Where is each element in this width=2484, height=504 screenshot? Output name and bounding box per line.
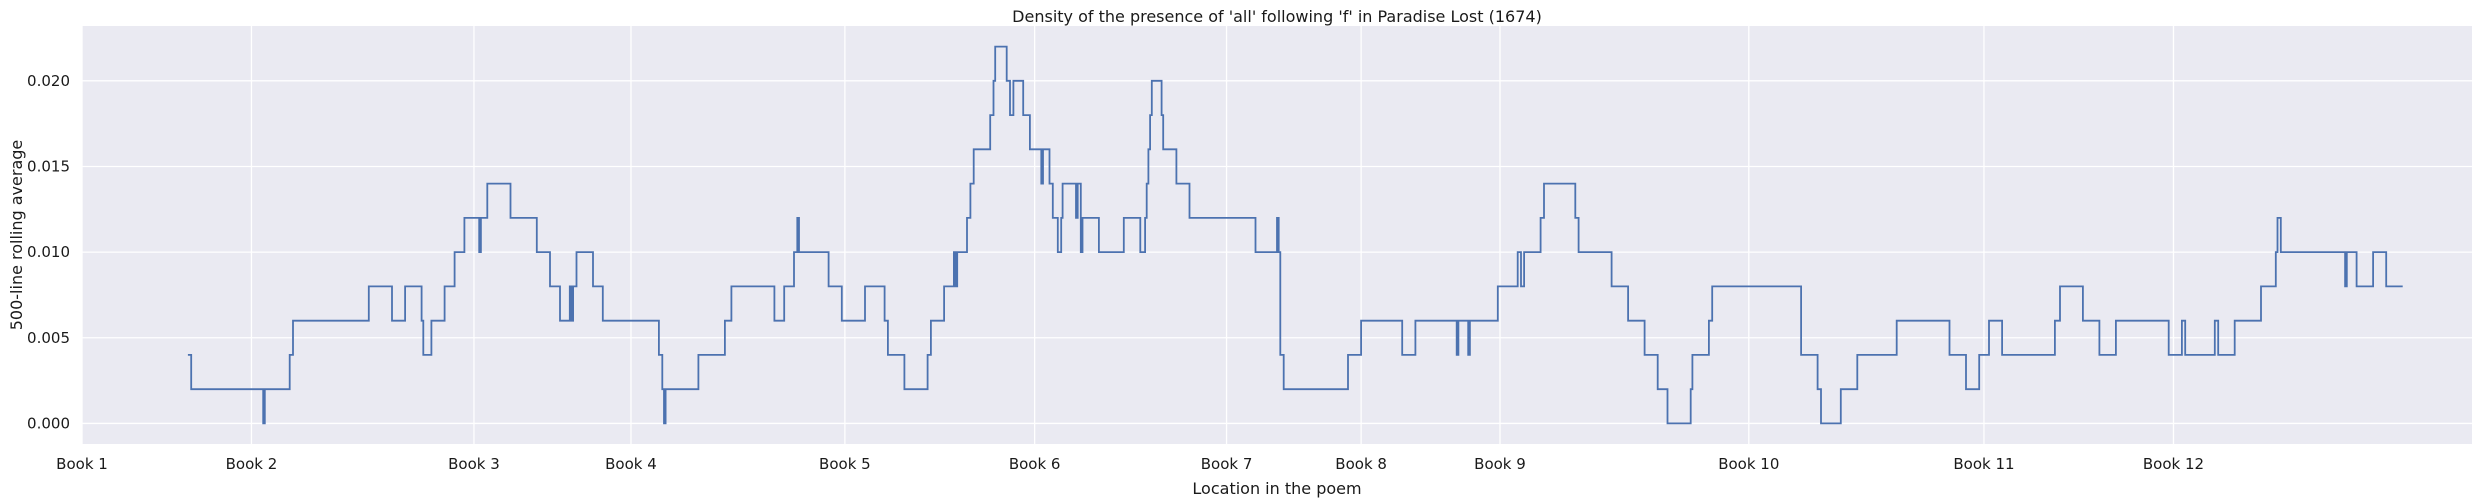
series-layer — [187, 45, 2403, 425]
x-tick-label: Book 3 — [448, 455, 500, 473]
y-tick-labels: 0.000 0.005 0.010 0.015 0.020 — [27, 72, 70, 433]
x-tick-label: Book 2 — [226, 455, 278, 473]
y-tick-label: 0.005 — [27, 329, 70, 347]
x-tick-label: Book 6 — [1009, 455, 1061, 473]
y-tick-label: 0.015 — [27, 157, 70, 175]
x-tick-label: Book 1 — [56, 455, 108, 473]
x-tick-label: Book 12 — [2143, 455, 2204, 473]
x-tick-labels: Book 1 Book 2 Book 3 Book 4 Book 5 Book 6 Book… — [56, 455, 2204, 473]
y-tick-label: 0.000 — [27, 414, 70, 432]
x-axis-label: Location in the poem — [1192, 479, 1361, 498]
x-tick-label: Book 10 — [1718, 455, 1779, 473]
x-tick-label: Book 5 — [819, 455, 871, 473]
y-tick-label: 0.010 — [27, 243, 70, 261]
x-tick-label: Book 7 — [1201, 455, 1253, 473]
chart-title: Density of the presence of 'all' followi… — [1012, 7, 1542, 26]
x-tick-label: Book 11 — [1953, 455, 2014, 473]
y-tick-label: 0.020 — [27, 72, 70, 90]
x-tick-label: Book 9 — [1474, 455, 1526, 473]
x-tick-label: Book 8 — [1335, 455, 1387, 473]
x-tick-label: Book 4 — [605, 455, 657, 473]
y-axis-label: 500-line rolling average — [7, 140, 26, 331]
series-line — [187, 45, 2403, 425]
